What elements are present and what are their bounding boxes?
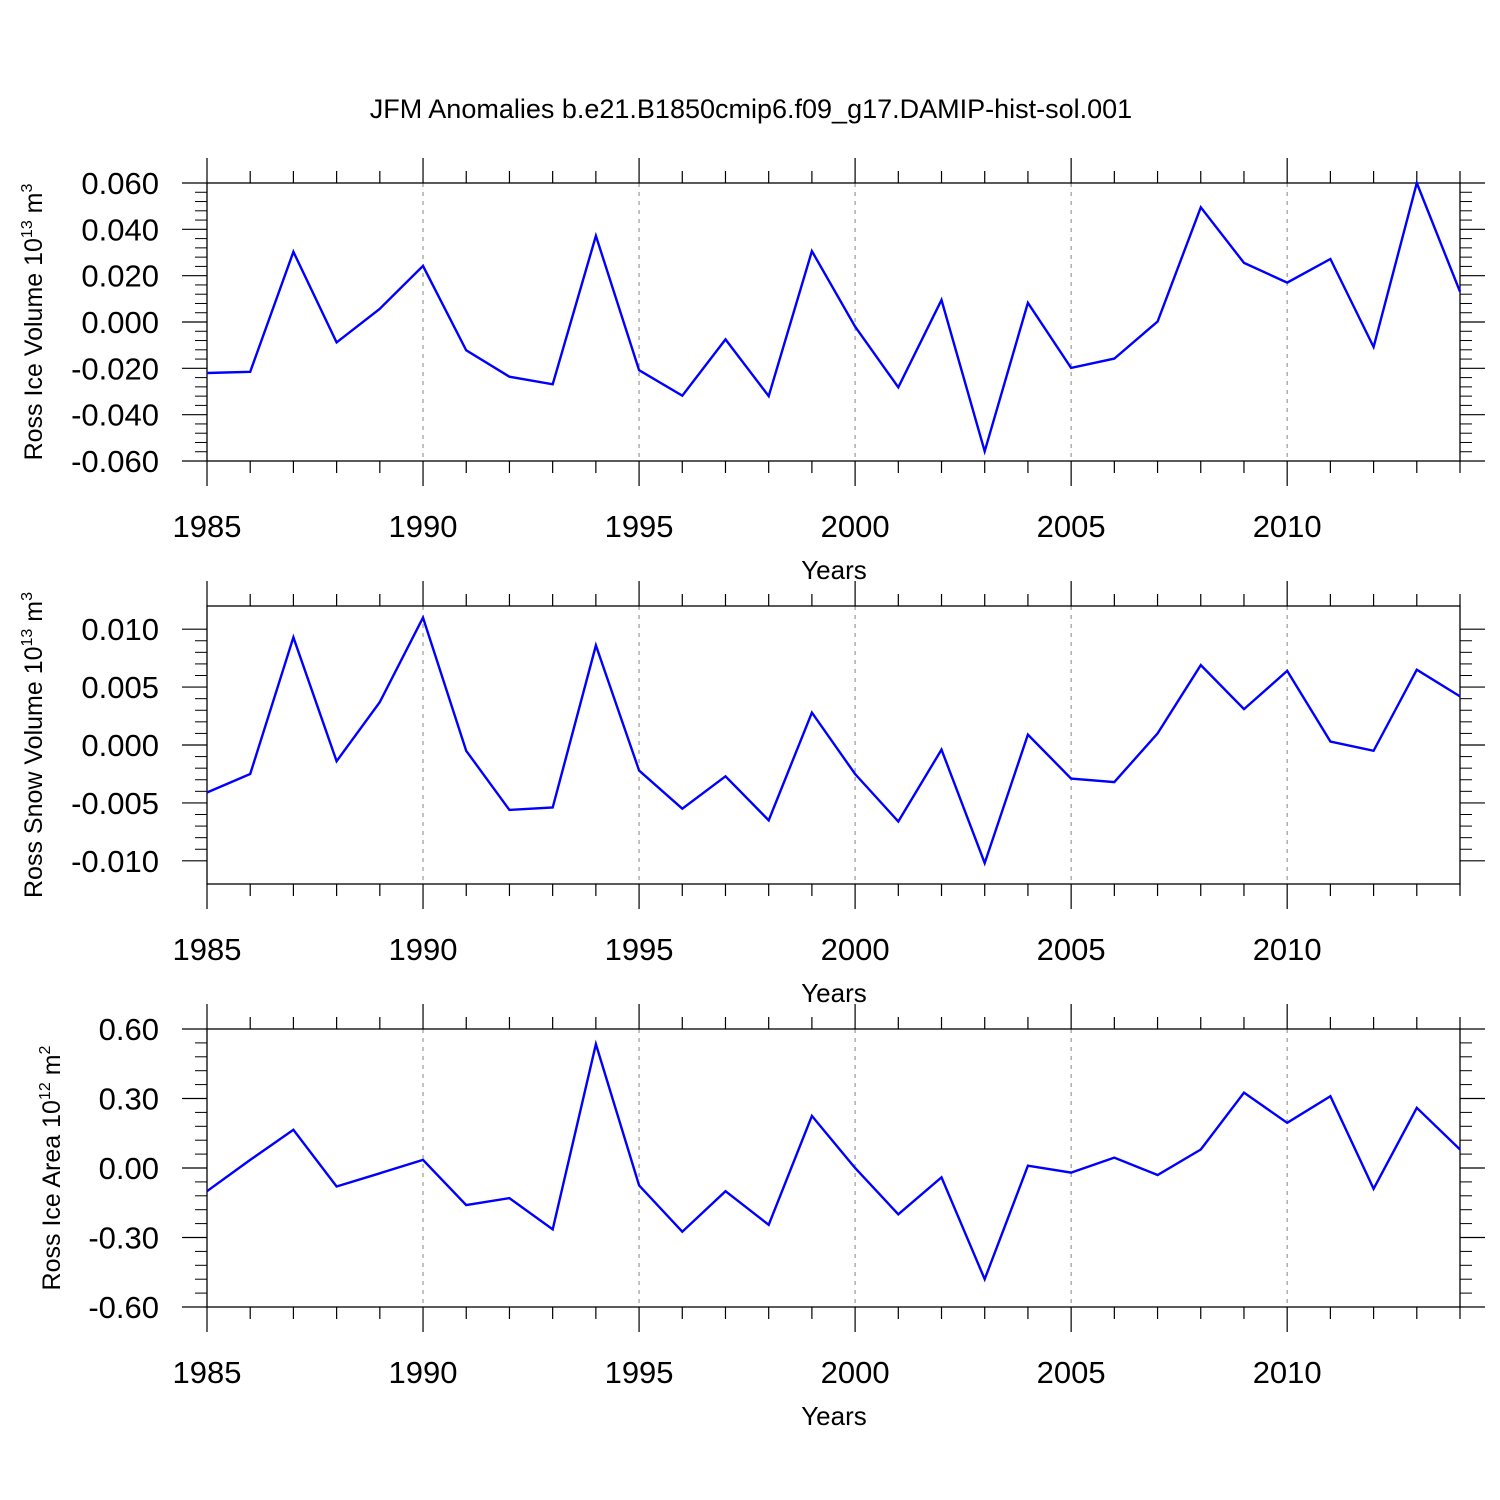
y-axis-title-unit: m xyxy=(20,192,48,220)
x-tick-label: 2010 xyxy=(1253,509,1322,544)
y-tick-label: 0.020 xyxy=(81,259,159,294)
y-tick-label: 0.010 xyxy=(81,612,159,647)
y-axis-title-exponent: 13 xyxy=(19,629,36,647)
x-axis-title: Years xyxy=(801,978,867,1008)
y-axis-title-text: Ross Ice Area 10 xyxy=(38,1100,66,1290)
y-axis-title-unit-exponent: 2 xyxy=(37,1045,54,1054)
y-tick-label: -0.040 xyxy=(71,398,159,433)
y-tick-label: -0.010 xyxy=(71,844,159,879)
x-tick-label: 2010 xyxy=(1253,1355,1322,1390)
x-tick-label: 2010 xyxy=(1253,932,1322,967)
figure-title: JFM Anomalies b.e21.B1850cmip6.f09_g17.D… xyxy=(370,94,1132,124)
y-axis-title-unit-exponent: 3 xyxy=(19,592,36,601)
y-axis-title: Ross Ice Area 1012 m2 xyxy=(37,1045,66,1290)
panel-2: 1985 1990 1995 2000 2005 2010 Years -0.010 -0.00… xyxy=(19,581,1485,1008)
x-tick-label: 2000 xyxy=(821,932,890,967)
x-tick-label: 1990 xyxy=(389,932,458,967)
x-tick-label: 1990 xyxy=(389,1355,458,1390)
y-tick-label: 0.00 xyxy=(99,1151,159,1186)
y-tick-label: -0.30 xyxy=(88,1221,159,1256)
x-tick-label: 1995 xyxy=(605,932,674,967)
plot-frame xyxy=(206,182,1461,462)
y-axis-title: Ross Snow Volume 1013 m3 xyxy=(19,592,48,898)
y-axis-title-unit: m xyxy=(38,1054,66,1082)
panels: 1985 1990 1995 2000 2005 2010 Years -0.060 -0.04… xyxy=(19,158,1485,1431)
y-tick-label: 0.005 xyxy=(81,670,159,705)
y-axis-title-exponent: 12 xyxy=(37,1082,54,1100)
panel-1: 1985 1990 1995 2000 2005 2010 Years -0.060 -0.04… xyxy=(19,158,1485,585)
x-tick-label: 1985 xyxy=(173,509,242,544)
y-tick-label: 0.060 xyxy=(81,166,159,201)
y-tick-label: -0.60 xyxy=(88,1290,159,1325)
x-tick-label: 1990 xyxy=(389,509,458,544)
series-line xyxy=(206,179,1462,456)
x-tick-label: 2000 xyxy=(821,509,890,544)
y-tick-label: 0.040 xyxy=(81,212,159,247)
y-tick-label: -0.005 xyxy=(71,786,159,821)
series-line xyxy=(206,614,1461,867)
x-tick-label: 1995 xyxy=(605,509,674,544)
x-axis-title: Years xyxy=(801,1401,867,1431)
y-axis-title-unit-exponent: 3 xyxy=(19,183,36,192)
y-tick-label: 0.000 xyxy=(81,305,159,340)
x-tick-label: 1995 xyxy=(605,1355,674,1390)
x-tick-label: 1985 xyxy=(173,1355,242,1390)
x-axis-title: Years xyxy=(801,555,867,585)
y-tick-label: -0.020 xyxy=(71,351,159,386)
series-line xyxy=(206,1039,1461,1283)
x-tick-label: 1985 xyxy=(173,932,242,967)
x-tick-label: 2005 xyxy=(1037,932,1106,967)
panel-3: 1985 1990 1995 2000 2005 2010 Years -0.60 -0.30 0… xyxy=(37,1004,1485,1431)
y-axis-title-text: Ross Ice Volume 10 xyxy=(20,238,48,460)
y-axis-title-unit: m xyxy=(20,601,48,629)
y-axis-title-text: Ross Snow Volume 10 xyxy=(20,646,48,898)
y-tick-label: 0.30 xyxy=(99,1082,159,1117)
y-tick-label: 0.60 xyxy=(99,1012,159,1047)
y-axis-title: Ross Ice Volume 1013 m3 xyxy=(19,183,48,460)
x-tick-label: 2005 xyxy=(1037,509,1106,544)
x-tick-label: 2000 xyxy=(821,1355,890,1390)
y-axis-title-exponent: 13 xyxy=(19,220,36,238)
y-tick-label: -0.060 xyxy=(71,444,159,479)
x-tick-label: 2005 xyxy=(1037,1355,1106,1390)
y-tick-label: 0.000 xyxy=(81,728,159,763)
